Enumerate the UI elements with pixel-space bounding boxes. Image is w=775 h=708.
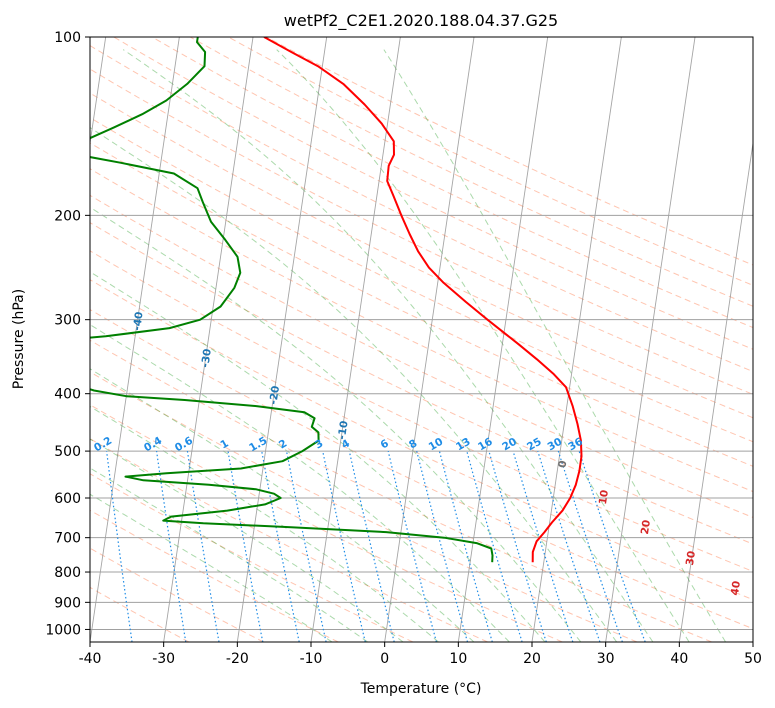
x-tick-label: 40 [670,651,688,667]
isotherm-label: -10 [336,420,351,441]
isotherm-label: -30 [199,348,214,369]
dry-adiabat-line [90,438,488,642]
temperature-profile-line [263,37,583,563]
dry-adiabat-line [90,168,753,493]
isotherm-line [678,140,753,642]
dry-adiabat-line [113,37,753,350]
x-tick-label: 10 [449,651,467,667]
data-series [90,37,583,563]
x-tick-label: 30 [597,651,615,667]
chart-title: wetPf2_C2E1.2020.188.04.37.G25 [284,11,558,31]
isotherm-line [310,37,401,642]
dry-adiabat-line [90,250,753,572]
dry-adiabat-line [90,339,712,642]
isotherm-line [236,37,328,642]
x-tick-label: -40 [79,651,102,667]
mixing-ratio-line [156,451,187,642]
dry-adiabat-line [90,473,414,642]
x-tick-label: -10 [300,651,323,667]
y-tick-label: 100 [54,30,81,46]
moist-adiabat-line [276,49,690,642]
mixing-ratio-line [285,450,327,642]
isotherm-label: -20 [267,385,282,406]
x-tick-label: 0 [380,651,389,667]
mixing-ratio-line [416,450,469,642]
y-tick-label: 800 [54,565,81,581]
moist-adiabat-line [90,126,618,642]
dry-adiabat-line [90,117,753,443]
y-tick-label: 300 [54,313,81,329]
moist-adiabat-line [122,49,654,642]
mixing-ratio-line [438,450,493,642]
mixing-ratio-line [227,451,264,642]
moist-adiabat-line [383,49,727,642]
mixing-ratio-line [106,451,133,642]
isotherm-line [457,37,549,642]
y-tick-label: 700 [54,531,81,547]
isotherm-line [384,37,475,642]
isotherm-label: 30 [684,550,698,566]
x-tick-label: -30 [152,651,175,667]
mixing-ratio-line [322,450,366,642]
y-tick-label: 200 [54,208,81,224]
isotherm-label: 0 [557,460,570,469]
dewpoint-profile-line [90,37,494,563]
isotherm-line [605,37,696,642]
dry-adiabat-line [90,222,753,545]
y-tick-label: 600 [54,491,81,507]
mixing-ratio-line [387,450,437,642]
y-axis-label: Pressure (hPa) [11,289,27,389]
mixing-ratio-line [512,450,574,642]
mixing-ratio-line [466,450,523,642]
moist-adiabat-line [90,405,439,642]
mixing-ratio-line [348,450,395,642]
x-tick-label: -20 [226,651,249,667]
mixing-ratio-line [557,450,623,642]
moist-adiabat-line [90,271,546,642]
dry-adiabat-line [90,309,753,630]
x-tick-label: 20 [523,651,541,667]
y-tick-label: 400 [54,387,81,403]
isotherm-label: 10 [597,489,611,505]
mixing-ratio-line [488,450,547,642]
isotherm-label: 40 [729,580,743,596]
mixing-ratio-line [261,450,300,642]
background-grid-lines [90,37,753,642]
axes: -40 -30 -20 -10 0 10 20 30 40 5010020030040050060… [45,30,762,667]
mixing-ratio-line [537,450,601,642]
moist-adiabat-line [90,467,368,642]
y-tick-label: 900 [54,595,81,611]
isotherm-label: -40 [131,311,146,332]
x-tick-label: 50 [744,651,762,667]
isotherm-line [90,37,180,642]
x-axis-label: Temperature (°C) [360,681,482,697]
y-tick-label: 500 [54,444,81,460]
moist-adiabat-line [90,324,510,642]
plot-frame [89,36,754,643]
isotherm-label: 20 [639,519,653,535]
moist-adiabat-line [90,206,582,642]
y-tick-label: 1000 [45,622,81,638]
dry-adiabat-line [90,279,753,601]
mixing-ratio-line [578,450,646,642]
isotherm-line [163,37,254,642]
isotherm-line [531,37,622,642]
